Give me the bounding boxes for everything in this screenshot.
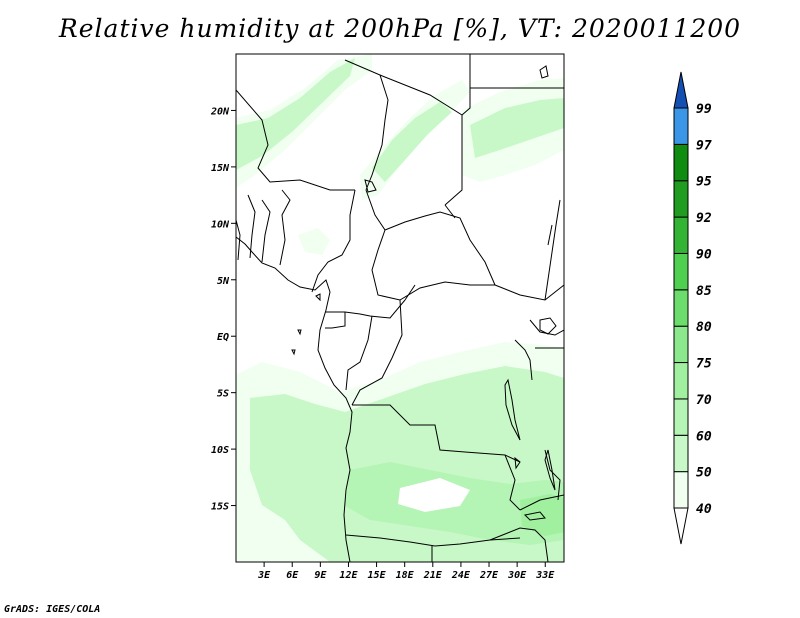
border-13 (279, 189, 291, 266)
country-borders (236, 54, 564, 562)
colorbar-level-label: 80 (696, 320, 712, 335)
colorbar-level-label: 50 (696, 466, 712, 481)
border-31 (489, 527, 549, 562)
colorbar-box (673, 143, 689, 182)
colorbar-box (673, 325, 689, 364)
border-7 (384, 211, 496, 286)
lat-tick-label: 10S (211, 445, 229, 456)
longitude-ticks: 3E 6E 9E 12E 15E 18E 21E 24E 27E 30E 33E (257, 562, 555, 581)
colorbar-box (673, 362, 689, 400)
lake-malawi (544, 449, 556, 491)
border-12 (236, 219, 241, 261)
lon-tick-label: 12E (339, 570, 358, 581)
border-10 (261, 199, 271, 263)
lat-tick-label: 20N (210, 106, 230, 117)
border-24 (529, 319, 564, 336)
border-22 (352, 404, 521, 463)
colorbar-level-label: 70 (696, 393, 712, 408)
lon-tick-label: 6E (286, 570, 299, 581)
lon-tick-label: 24E (451, 570, 471, 581)
colorbar-box (673, 398, 689, 436)
border-16 (547, 224, 553, 246)
colorbar-box (673, 216, 689, 254)
lake-small-2 (523, 511, 546, 521)
border-20 (404, 284, 416, 301)
colorbar-level-label: 85 (696, 284, 712, 299)
shade-north-band-inner (236, 58, 355, 170)
colorbar-box (673, 471, 689, 509)
lon-tick-label: 3E (257, 570, 271, 581)
colorbar-box (673, 434, 689, 473)
colorbar-box (673, 107, 689, 145)
shade-sahara-streak-inner (372, 102, 452, 182)
border-26 (504, 454, 521, 511)
border-8 (444, 204, 456, 219)
lat-tick-label: 15S (211, 502, 229, 513)
colorbar-level-label: 99 (696, 102, 712, 117)
colorbar-level-label: 60 (696, 429, 712, 444)
grads-credit: GrADS: IGES/COLA (4, 604, 101, 615)
colorbar-level-label: 75 (696, 357, 712, 372)
lon-tick-label: 18E (396, 570, 415, 581)
map-title: Relative humidity at 200hPa [%], VT: 202… (58, 14, 742, 43)
lake-tanganyika (504, 378, 521, 441)
lon-tick-label: 21E (423, 570, 443, 581)
colorbar-box (673, 252, 689, 291)
lat-tick-label: 10N (211, 219, 230, 230)
border-9 (311, 189, 356, 293)
shade-west-coast-small (298, 228, 330, 255)
border-27 (519, 494, 564, 511)
small-island-2 (291, 349, 296, 356)
colorbar-level-label: 95 (696, 175, 712, 190)
humidity-shading (236, 54, 564, 562)
coastline (236, 236, 353, 562)
lat-tick-label: 5N (217, 276, 230, 287)
lake-small-1 (514, 456, 521, 470)
lon-tick-label: 30E (507, 570, 527, 581)
lat-tick-label: 15N (211, 163, 230, 174)
border-28 (544, 449, 561, 501)
shade-south-gap (398, 478, 470, 512)
lon-tick-label: 15E (368, 570, 387, 581)
small-island-1 (297, 329, 302, 336)
bioko-island (315, 293, 321, 302)
lat-tick-label: 5S (217, 389, 229, 400)
border-18 (325, 312, 346, 329)
lake-chad (364, 179, 377, 193)
lon-tick-label: 27E (479, 570, 499, 581)
colorbar-level-label: 92 (696, 211, 712, 226)
island-small (539, 65, 549, 79)
border-6 (365, 189, 495, 301)
shade-northeast-inner (470, 98, 564, 158)
map-frame (235, 53, 565, 563)
border-15 (544, 199, 561, 301)
lake-victoria (539, 317, 557, 335)
lat-tick-label: EQ (217, 332, 229, 343)
border-21 (351, 299, 403, 406)
colorbar-box (673, 180, 689, 218)
colorbar-level-label: 40 (696, 502, 712, 517)
latitude-ticks: 20N 15N 10N 5N EQ 5S 10S 15S (210, 106, 236, 513)
colorbar-box (673, 289, 689, 327)
colorbar-level-label: 90 (696, 247, 712, 262)
border-23 (514, 339, 533, 381)
border-14 (494, 284, 564, 301)
colorbar: 40 50 60 70 75 80 85 90 92 95 97 99 (673, 71, 712, 545)
border-17 (325, 299, 406, 319)
border-1 (236, 89, 355, 191)
lon-tick-label: 33E (535, 570, 555, 581)
border-4 (461, 54, 471, 116)
lon-tick-label: 9E (314, 570, 327, 581)
colorbar-level-label: 97 (696, 138, 712, 153)
colorbar-upper-triangle (673, 71, 689, 109)
colorbar-lower-triangle (673, 507, 689, 545)
border-11 (247, 194, 256, 259)
border-19 (345, 315, 373, 391)
